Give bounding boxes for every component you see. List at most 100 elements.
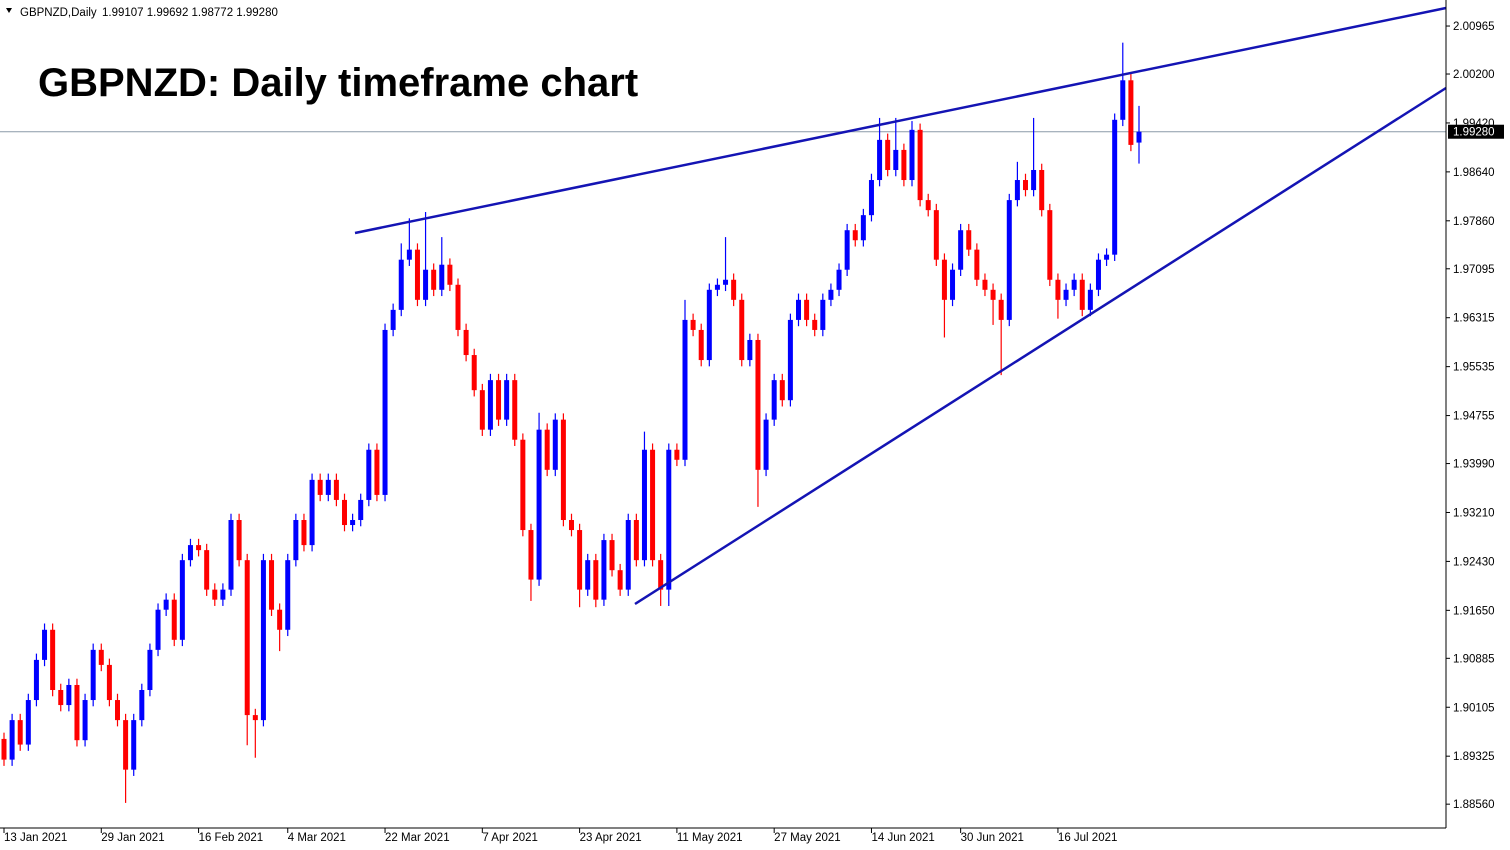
candle-body bbox=[682, 319, 688, 460]
candle-body bbox=[860, 215, 866, 241]
candle-body bbox=[439, 264, 445, 290]
candle-body bbox=[593, 560, 599, 600]
y-tick-label: 1.94755 bbox=[1453, 411, 1495, 423]
candle-body bbox=[220, 589, 226, 600]
candle-body bbox=[309, 479, 315, 546]
y-tick-label: 1.95535 bbox=[1453, 362, 1495, 374]
candle-body bbox=[423, 269, 429, 300]
candle-body bbox=[1087, 289, 1093, 310]
x-tick-label: 4 Mar 2021 bbox=[288, 832, 346, 844]
candle-body bbox=[90, 649, 96, 701]
candle-body bbox=[147, 649, 153, 690]
candle-body bbox=[447, 264, 453, 285]
menu-arrow[interactable] bbox=[6, 8, 12, 13]
y-tick-label: 1.93990 bbox=[1453, 459, 1495, 471]
candle-body bbox=[536, 429, 542, 580]
candle-body bbox=[455, 284, 461, 330]
candle-body bbox=[601, 540, 607, 600]
candle-body bbox=[277, 609, 283, 630]
candle-body bbox=[901, 149, 907, 181]
axes: 2.009652.002001.994201.986401.978601.970… bbox=[3, 21, 1504, 844]
candle-body bbox=[244, 560, 250, 716]
candle-body bbox=[1112, 119, 1118, 255]
candle-body bbox=[820, 299, 826, 330]
candle-body bbox=[779, 380, 785, 401]
y-tick-label: 1.96315 bbox=[1453, 313, 1495, 325]
x-tick-label: 16 Feb 2021 bbox=[199, 832, 264, 844]
x-tick-label: 22 Mar 2021 bbox=[385, 832, 450, 844]
y-tick-label: 1.97860 bbox=[1453, 216, 1495, 228]
candle-body bbox=[33, 659, 39, 701]
candle-body bbox=[674, 449, 680, 460]
candle-body bbox=[58, 690, 64, 706]
candle-body bbox=[25, 700, 31, 745]
candle-body bbox=[496, 380, 502, 420]
candle-body bbox=[317, 479, 323, 495]
candle-body bbox=[431, 269, 437, 290]
candle-body bbox=[398, 259, 404, 310]
lower-trendline bbox=[634, 86, 1447, 606]
candle-body bbox=[885, 139, 891, 170]
candle-body bbox=[163, 599, 169, 610]
candle-body bbox=[804, 299, 810, 320]
candle-body bbox=[228, 520, 234, 590]
x-tick-label: 29 Jan 2021 bbox=[101, 832, 164, 844]
candle-body bbox=[755, 339, 761, 470]
candle-body bbox=[504, 380, 510, 420]
candle-body bbox=[1079, 279, 1085, 310]
candle-body bbox=[966, 230, 972, 250]
candle-body bbox=[958, 230, 964, 270]
candle-body bbox=[252, 715, 258, 721]
candle-body bbox=[350, 520, 356, 526]
candle-body bbox=[98, 649, 104, 665]
candle-body bbox=[374, 449, 380, 495]
candle-body bbox=[941, 259, 947, 300]
y-tick-label: 1.98640 bbox=[1453, 167, 1495, 179]
candle-body bbox=[66, 684, 72, 706]
candle-body bbox=[658, 560, 664, 590]
candle-body bbox=[155, 609, 161, 650]
y-tick-label: 1.92430 bbox=[1453, 556, 1495, 568]
candle-body bbox=[414, 249, 420, 300]
candle-body bbox=[1104, 254, 1110, 260]
candle-body bbox=[325, 479, 331, 495]
candle-body bbox=[366, 449, 372, 500]
candle-body bbox=[1063, 289, 1069, 300]
candle-body bbox=[714, 284, 720, 290]
candle-body bbox=[1055, 279, 1061, 300]
candle-body bbox=[1006, 200, 1012, 320]
candle-body bbox=[1039, 169, 1045, 211]
candle-body bbox=[731, 279, 737, 300]
candle-body bbox=[9, 720, 15, 760]
candle-body bbox=[893, 149, 899, 170]
candle-body bbox=[633, 520, 639, 561]
candle-body bbox=[204, 550, 210, 590]
candle-body bbox=[560, 419, 566, 521]
candle-body bbox=[974, 249, 980, 280]
candle-body bbox=[123, 720, 129, 770]
candle-body bbox=[479, 390, 485, 430]
candle-body bbox=[552, 419, 558, 470]
y-tick-label: 1.89325 bbox=[1453, 751, 1495, 763]
candle-body bbox=[706, 289, 712, 361]
y-tick-label: 1.90105 bbox=[1453, 702, 1495, 714]
y-tick-label: 1.91650 bbox=[1453, 605, 1495, 617]
symbol-label: GBPNZD,Daily bbox=[20, 7, 97, 19]
candle-body bbox=[471, 355, 477, 391]
y-tick-label: 1.88560 bbox=[1453, 799, 1495, 811]
candle-body bbox=[179, 560, 185, 640]
candle-body bbox=[342, 499, 347, 526]
candle-body bbox=[382, 329, 388, 495]
candle-body bbox=[269, 560, 275, 610]
x-tick-label: 13 Jan 2021 bbox=[4, 832, 67, 844]
candle-body bbox=[50, 629, 56, 690]
y-tick-label: 1.93210 bbox=[1453, 507, 1495, 519]
candle-body bbox=[585, 560, 591, 590]
candle-body bbox=[925, 200, 931, 211]
candle-body bbox=[236, 520, 242, 561]
candle-body bbox=[196, 545, 202, 551]
candle-body bbox=[569, 520, 574, 531]
candle-body bbox=[698, 329, 704, 361]
candle-body bbox=[836, 269, 842, 290]
